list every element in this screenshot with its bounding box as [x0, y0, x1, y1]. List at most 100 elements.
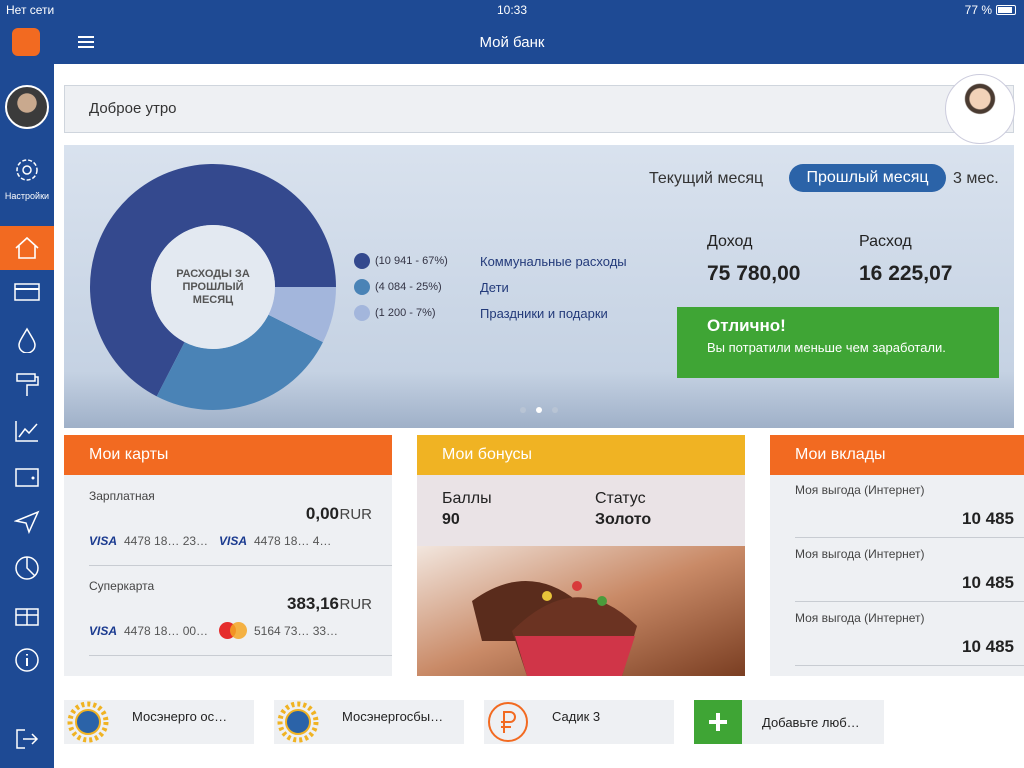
status-value: Золото [595, 511, 652, 528]
donut-title: РАСХОДЫ ЗА ПРОШЛЫЙ МЕСЯЦ [176, 268, 250, 306]
favorite-tile[interactable]: Садик 3 [484, 700, 674, 744]
sun [75, 709, 101, 735]
account-balance: 0,00 [305, 504, 339, 523]
legend-dot [354, 253, 370, 269]
sidebar [0, 64, 54, 768]
deposits-header: Мои вклады [770, 435, 1024, 475]
favorite-tile[interactable]: Добавьте люб… [694, 700, 884, 744]
status-label: Статус [595, 490, 646, 507]
expense-value: 16 225,07 [859, 262, 953, 285]
plus-v [716, 713, 720, 731]
favorite-name: Мосэнергосбы… [342, 709, 444, 724]
bank-logo [12, 28, 40, 56]
tab-current-month[interactable]: Текущий месяц [649, 170, 764, 187]
divider [89, 565, 392, 566]
logout-icon[interactable] [0, 717, 54, 761]
donut-segment [156, 314, 323, 410]
divider [795, 665, 1024, 666]
gear [16, 159, 38, 181]
account-name: Зарплатная [89, 489, 155, 503]
verdict-box: Отлично! Вы потратили меньше чем заработ… [677, 307, 999, 378]
sun-rays [67, 701, 109, 743]
mc-circle [230, 622, 247, 639]
donut-hole [151, 225, 275, 349]
card-brand: VISA [89, 624, 118, 638]
cards-icon[interactable] [0, 270, 54, 314]
expense-label: Расход [859, 233, 912, 250]
bonuses-header: Мои бонусы [417, 435, 745, 475]
card-number: 5164 73… 33… [254, 624, 339, 638]
card [14, 283, 40, 301]
deposit-amount: 10 485 [962, 573, 1014, 592]
favorite-tile[interactable]: Мосэнергосбы… [274, 700, 464, 744]
pie-icon [15, 556, 39, 580]
info-icon[interactable] [0, 638, 54, 682]
page-dots [520, 407, 558, 413]
deposit-amount: 10 485 [962, 509, 1014, 528]
deposit-name: Моя выгода (Интернет) [795, 547, 925, 561]
income-label: Доход [707, 233, 753, 250]
favorite-tile[interactable]: Мосэнерго ос… [64, 700, 254, 744]
transfer-icon[interactable] [0, 500, 54, 544]
donut-segment [89, 163, 336, 397]
card-number: 4478 18… 4… [254, 534, 332, 548]
legend-name: Праздники и подарки [480, 306, 608, 321]
network-status: Нет сети [6, 3, 55, 17]
tab-3-months[interactable]: 3 мес. [953, 170, 999, 187]
gift-icon[interactable] [0, 592, 54, 636]
legend-value: (10 941 - 67%) [375, 255, 448, 267]
battery-text: 77 % [964, 3, 992, 17]
energy-logo [277, 701, 319, 743]
battery-icon [996, 5, 1016, 15]
verdict-title: Отлично! [707, 316, 786, 335]
info [15, 648, 39, 672]
card-brand: VISA [219, 534, 248, 548]
chart-icon [15, 421, 38, 442]
wallet-icon[interactable] [0, 455, 54, 499]
legend-name: Дети [480, 280, 509, 295]
ruble-logo [488, 702, 528, 742]
legend-dot [354, 279, 370, 295]
divider [795, 537, 1024, 538]
wallet [15, 468, 39, 487]
utilities-icon[interactable] [0, 318, 54, 362]
sun-rays [277, 701, 319, 743]
analytics-icon[interactable] [0, 546, 54, 590]
settings-icon[interactable] [0, 148, 54, 192]
donut-chart [89, 163, 336, 410]
cards-panel[interactable]: Мои карты Зарплатная 0,00 RUR VISA 4478 18… … [64, 435, 392, 676]
sun [285, 709, 311, 735]
cards-header: Мои карты [64, 435, 392, 475]
plane [14, 510, 40, 534]
legend-value: (1 200 - 7%) [375, 307, 436, 319]
card-number: 4478 18… 23… [124, 534, 209, 548]
settings-label[interactable]: Настройки [4, 191, 50, 201]
favorite-name: Добавьте люб… [762, 715, 860, 730]
tab-last-month[interactable]: Прошлый месяц [789, 164, 946, 192]
legend-dot [354, 305, 370, 321]
points-value: 90 [442, 511, 460, 528]
energy-logo [67, 701, 109, 743]
page-title: Мой банк [479, 34, 545, 51]
roller [16, 373, 39, 396]
ruble-circle [488, 702, 528, 742]
menu-button[interactable] [78, 36, 94, 48]
add-button[interactable] [694, 700, 742, 744]
invest-icon[interactable] [0, 409, 54, 453]
favorite-name: Садик 3 [552, 709, 601, 724]
deposits-panel[interactable]: Мои вклады Моя выгода (Интернет) 10 485 Мо… [770, 435, 1024, 676]
home-icon[interactable] [0, 226, 54, 270]
gift [15, 608, 39, 626]
repair-icon[interactable] [0, 363, 54, 407]
user-avatar[interactable] [5, 85, 49, 129]
card-brand-logo [219, 622, 247, 639]
exit [16, 729, 39, 749]
legend-value: (4 084 - 25%) [375, 281, 442, 293]
favorite-name: Мосэнерго ос… [132, 709, 228, 724]
clock: 10:33 [496, 3, 528, 17]
card-brand: VISA [89, 534, 118, 548]
bonuses-panel[interactable]: Мои бонусы Баллы 90 Статус Золото [417, 435, 745, 676]
assistant-avatar[interactable] [945, 74, 1015, 144]
